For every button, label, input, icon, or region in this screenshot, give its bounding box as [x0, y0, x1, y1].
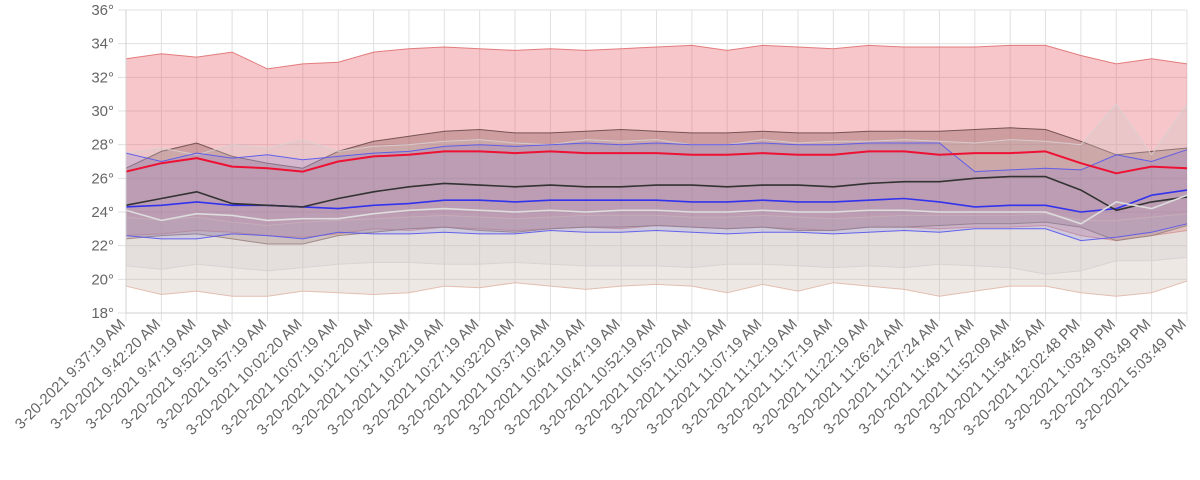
y-tick-label: 32°: [91, 69, 114, 86]
y-tick-label: 30°: [91, 103, 114, 120]
y-tick-label: 22°: [91, 238, 114, 255]
band-upper-edge-1: [125, 44, 1188, 70]
band-lower-edge-3: [125, 280, 1188, 297]
x-axis: 3-20-2021 9:37:19 AM3-20-2021 9:42:20 AM…: [12, 312, 1190, 439]
series-lines: [125, 150, 1188, 225]
series-line-4: [125, 194, 1188, 225]
y-tick-label: 36°: [91, 2, 114, 19]
grid: [118, 9, 1188, 321]
series-line-3: [125, 175, 1188, 212]
band-lower-edge-2: [125, 221, 1188, 245]
band-upper-edge-5: [125, 142, 1188, 173]
y-axis: 18° 20° 22° 24° 26° 28° 30° 32° 34° 36°: [91, 2, 127, 322]
band-upper-edge-2: [125, 127, 1188, 169]
y-tick-label: 28°: [91, 137, 114, 154]
y-tick-label: 24°: [91, 204, 114, 221]
y-tick-label: 20°: [91, 271, 114, 288]
series-line-1: [125, 150, 1188, 175]
band-upper-edge-4: [125, 103, 1188, 156]
band-lower-edge-4: [125, 256, 1188, 275]
band-upper-edge-3: [125, 213, 1188, 227]
y-tick-label: 18°: [91, 305, 114, 322]
band-lower-edge-5: [125, 223, 1188, 242]
y-tick-label: 26°: [91, 170, 114, 187]
y-tick-label: 34°: [91, 36, 114, 53]
band-area-5: [126, 143, 1187, 241]
